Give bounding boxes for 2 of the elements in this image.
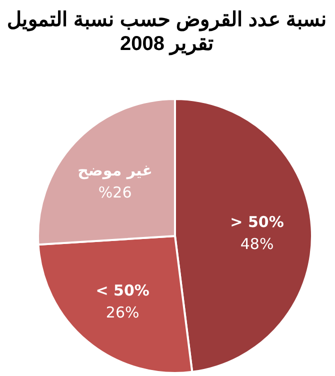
title: تقرير 2008 xyxy=(120,33,214,55)
title: نسبة عدد القروض حسب نسبة التمويل xyxy=(7,9,327,31)
